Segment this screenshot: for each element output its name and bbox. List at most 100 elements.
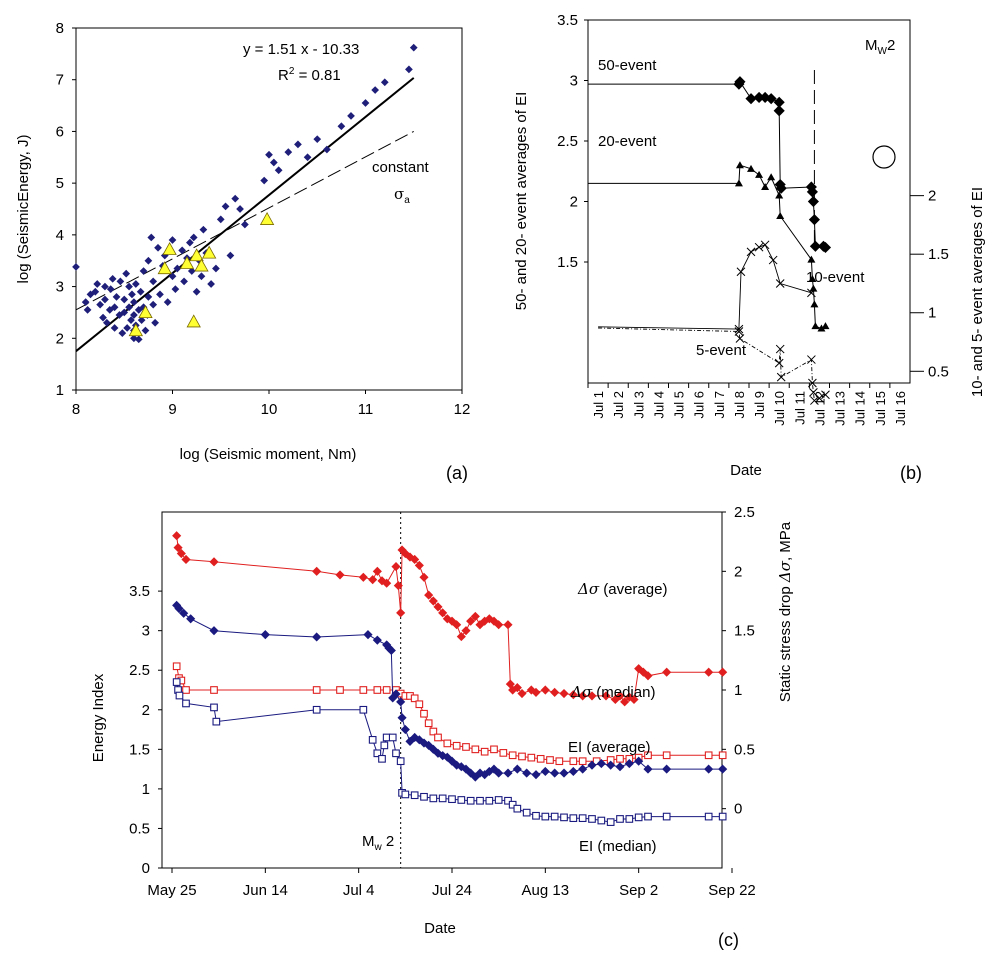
panel-c-left-tick-label: 1.5	[129, 741, 150, 758]
panel-c-diamond-marker	[312, 632, 322, 642]
panel-b-50-event-label: 50-event	[598, 57, 657, 74]
panel-a-event-point	[128, 290, 136, 299]
panel-a-event-point	[110, 324, 119, 332]
panel-c-diamond-marker	[494, 620, 504, 630]
panel-c-diamond-marker	[414, 560, 424, 570]
panel-a-event-point	[269, 158, 278, 167]
panel-a-y-tick-label: 1	[56, 382, 64, 399]
panel-c-diamond-marker	[260, 630, 270, 640]
panel-a-event-point	[101, 282, 109, 291]
panel-b-left-tick-label: 3	[570, 73, 578, 90]
panel-b-diamond-marker	[773, 105, 785, 117]
panel-c-diamond-marker	[559, 768, 569, 778]
panel-a-event-point	[313, 135, 322, 144]
panel-b-cross-marker	[735, 334, 745, 343]
panel-c-diamond-marker	[568, 690, 578, 700]
panel-a-event-point	[130, 298, 138, 306]
panel-a-event-point	[139, 267, 148, 275]
panel-c-square-open-marker	[466, 796, 475, 805]
panel-c-square-open-marker	[494, 796, 503, 804]
panel-b-x-tick-label: Jul 9	[752, 391, 767, 418]
panel-a-event-point	[125, 282, 133, 291]
panel-c-x-tick-label: Jun 14	[243, 882, 288, 899]
panel-a-event-point	[265, 150, 273, 159]
panel-b-x-tick-label: Jul 6	[692, 391, 707, 418]
panel-b-x-tick-label: Jul 10	[772, 391, 787, 426]
panel-b-diamond-marker	[819, 241, 832, 254]
panel-a-event-point	[216, 215, 225, 224]
panel-c-square-open-marker	[644, 812, 652, 821]
panel-a-event-point	[93, 280, 102, 288]
panel-c-x-tick-label: Jul 4	[343, 882, 375, 899]
panel-a-event-point	[178, 246, 187, 255]
panel-c-square-open-marker	[388, 733, 397, 742]
panel-b-x-tick-label: Jul 12	[812, 391, 827, 426]
panel-a-event-point	[380, 78, 389, 87]
panel-a-regression-line	[75, 77, 415, 352]
panel-c-diamond-marker	[718, 764, 728, 774]
panel-b-cross-marker	[815, 393, 824, 403]
panel-c-square-open-marker	[448, 795, 456, 804]
panel-a-event-point	[303, 153, 312, 162]
panel-a-x-tick-label: 8	[72, 401, 80, 418]
panel-a-y-tick-label: 6	[56, 123, 64, 140]
panel-c-diamond-marker	[466, 616, 476, 626]
panel-a-event-point	[337, 122, 346, 131]
panel-c-square-open-marker	[392, 749, 400, 758]
panel-c-diamond-marker	[662, 667, 672, 677]
panel-c-square-open-marker	[550, 812, 559, 821]
panel-c-right-tick-label: 2.5	[734, 504, 755, 521]
panel-b-plot-area	[587, 19, 911, 384]
panel-c-right-y-label: Static stress drop Δσ, MPa	[776, 521, 794, 702]
panel-c-diamond-marker	[596, 759, 606, 769]
panel-b-cross-marker	[774, 358, 784, 368]
panel-b-cross-marker	[760, 240, 770, 250]
panel-c-square-open-marker	[410, 791, 419, 800]
panel-c-diamond-marker	[186, 614, 196, 624]
panel-b-cross-marker	[807, 288, 816, 298]
panel-c-diamond-marker	[550, 768, 560, 778]
panel-b-diamond-marker	[734, 76, 746, 88]
panel-c-diamond-marker	[503, 768, 513, 778]
panel-b-diamond-marker	[807, 195, 819, 208]
panel-b-x-tick-label: Jul 5	[672, 391, 687, 418]
panel-b-cross-marker	[821, 390, 830, 400]
panel-c-diamond-marker	[494, 768, 504, 778]
panel-a-y-label: log (SeismicEnergy, J)	[15, 135, 32, 284]
panel-a-y-tick-label: 4	[56, 227, 64, 244]
panel-c-square-open-marker	[704, 812, 713, 821]
panel-a-event-point	[361, 99, 370, 107]
panel-c-square-open-marker	[415, 700, 424, 709]
panel-c-diamond-marker	[461, 764, 471, 774]
panel-c-diamond-marker	[643, 671, 653, 681]
panel-c-square-open-marker	[634, 813, 643, 822]
panel-b-right-tick-label: 1	[928, 305, 936, 322]
panel-c-square-open-marker	[359, 686, 368, 694]
panel-b-triangle-marker	[761, 182, 770, 190]
panel-b-cross-marker	[734, 327, 744, 336]
panel-a-event-point	[115, 311, 124, 319]
panel-c-diamond-marker	[601, 691, 611, 701]
panel-a-event-point	[137, 316, 146, 325]
panel-a-y-tick-label: 2	[56, 330, 64, 347]
panel-c-left-tick-label: 1	[142, 781, 150, 798]
panel-c-diamond-marker	[442, 752, 452, 762]
panel-a-x-tick-label: 10	[261, 401, 278, 418]
panel-a-event-point	[83, 305, 92, 314]
panel-c-diamond-marker	[173, 543, 183, 553]
panel-c-diamond-marker	[428, 744, 438, 754]
panel-a-y-tick-label: 3	[56, 279, 64, 296]
panel-b-5-event-label: 5-event	[696, 342, 747, 359]
panel-a-triangle-point	[128, 323, 144, 337]
panel-c-diamond-marker	[470, 611, 480, 621]
panel-b-triangle-marker	[821, 322, 830, 330]
panel-c-square-open-marker	[578, 757, 587, 766]
panel-a-event-point	[123, 324, 132, 332]
panel-c-diamond-marker	[615, 762, 625, 772]
panel-c-diamond-marker	[382, 578, 392, 588]
panel-b-cross-marker	[775, 279, 785, 288]
panel-b-triangle-marker	[755, 170, 764, 178]
panel-c-square-open-marker	[499, 749, 508, 757]
